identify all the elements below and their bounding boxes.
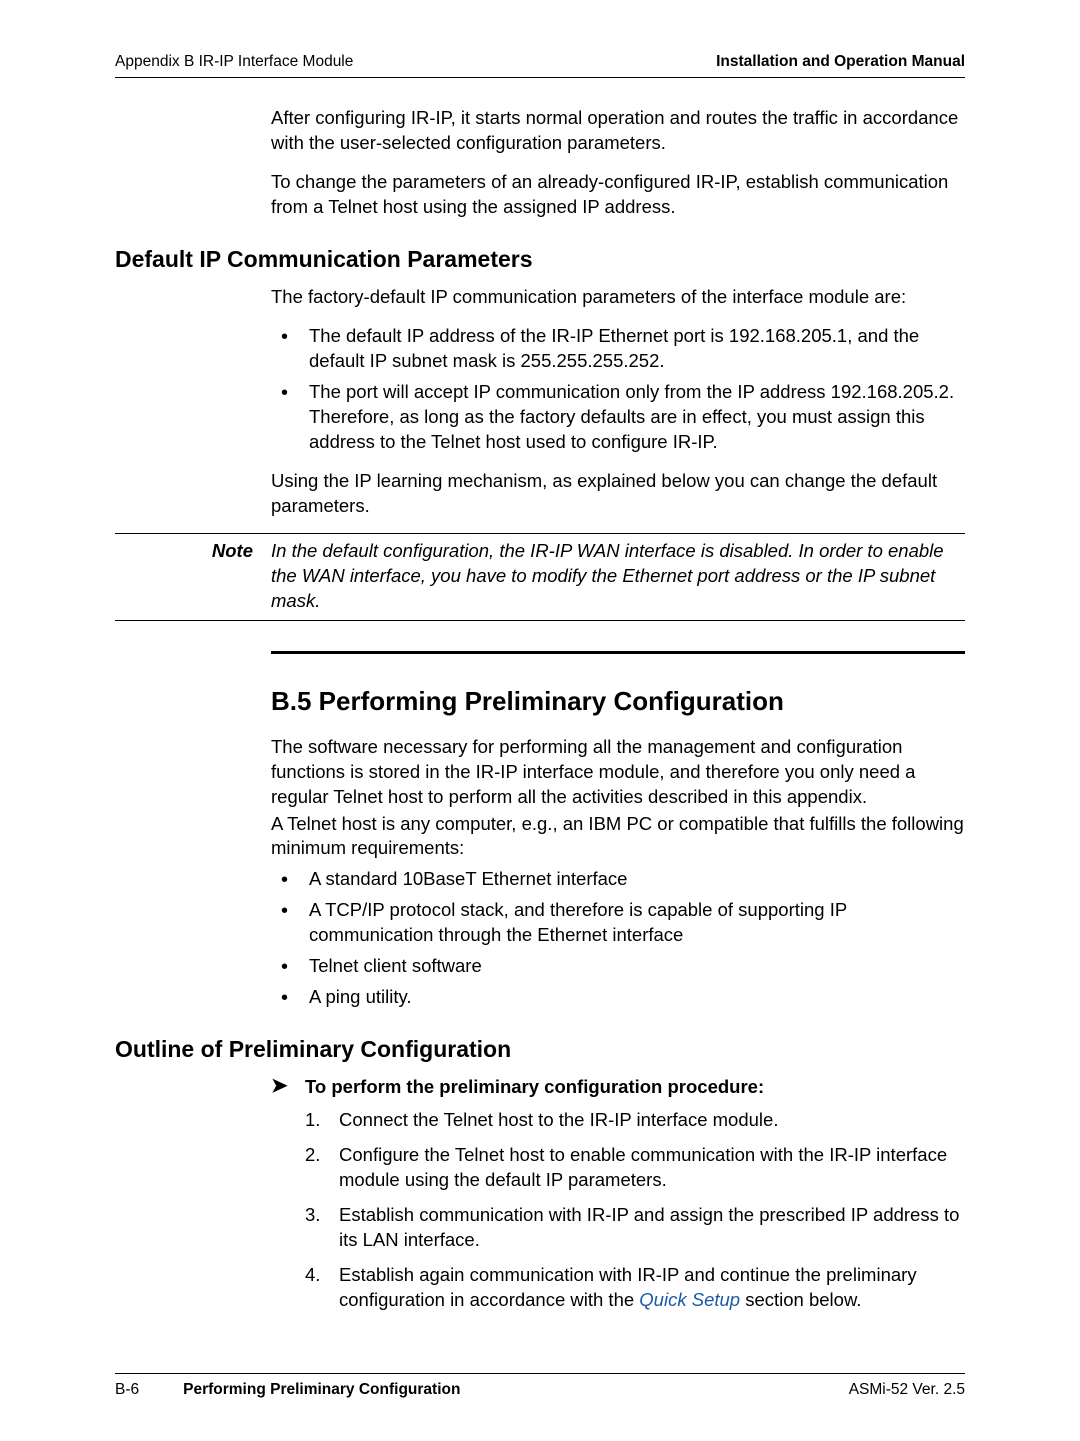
footer-page-number: B-6: [115, 1380, 139, 1401]
section-b-para-2: A Telnet host is any computer, e.g., an …: [271, 812, 965, 862]
page-header: Appendix B IR-IP Interface Module Instal…: [115, 52, 965, 78]
footer-version: ASMi-52 Ver. 2.5: [849, 1380, 965, 1401]
intro-para-1: After configuring IR-IP, it starts norma…: [271, 106, 965, 156]
intro-para-2: To change the parameters of an already-c…: [271, 170, 965, 220]
section-b-para-1: The software necessary for performing al…: [271, 735, 965, 810]
section-b5-title: B.5 Performing Preliminary Configuration: [271, 684, 965, 719]
section-b-bullet-list: A standard 10BaseT Ethernet interface A …: [271, 867, 965, 1010]
section-b-body: The software necessary for performing al…: [271, 735, 965, 1011]
arrow-icon: ➤: [271, 1075, 305, 1097]
procedure-steps: Connect the Telnet host to the IR-IP int…: [305, 1108, 965, 1313]
intro-block: After configuring IR-IP, it starts norma…: [271, 106, 965, 220]
footer-left: B-6 Performing Preliminary Configuration: [115, 1380, 460, 1401]
procedure-header: ➤ To perform the preliminary configurati…: [271, 1075, 965, 1100]
outline-heading: Outline of Preliminary Configuration: [115, 1034, 965, 1065]
step-item: Connect the Telnet host to the IR-IP int…: [305, 1108, 965, 1133]
list-item: The port will accept IP communication on…: [271, 380, 965, 455]
header-right-text: Installation and Operation Manual: [716, 52, 965, 73]
note-text: In the default configuration, the IR-IP …: [271, 539, 965, 614]
list-item: Telnet client software: [271, 954, 965, 979]
quick-setup-link[interactable]: Quick Setup: [639, 1289, 740, 1310]
section-c-body: ➤ To perform the preliminary configurati…: [271, 1075, 965, 1313]
procedure-label: To perform the preliminary configuration…: [305, 1075, 965, 1100]
default-ip-heading: Default IP Communication Parameters: [115, 244, 965, 275]
footer-section-name: Performing Preliminary Configuration: [183, 1380, 460, 1401]
section-a-body: The factory-default IP communication par…: [271, 285, 965, 519]
step4-post: section below.: [740, 1289, 861, 1310]
step-item: Establish again communication with IR-IP…: [305, 1263, 965, 1313]
step-item: Configure the Telnet host to enable comm…: [305, 1143, 965, 1193]
header-left-text: Appendix B IR-IP Interface Module: [115, 52, 353, 73]
section-a-lead: The factory-default IP communication par…: [271, 285, 965, 310]
list-item: A ping utility.: [271, 985, 965, 1010]
section-a-bullet-list: The default IP address of the IR-IP Ethe…: [271, 324, 965, 455]
section-divider: [271, 651, 965, 654]
step-item: Establish communication with IR-IP and a…: [305, 1203, 965, 1253]
list-item: The default IP address of the IR-IP Ethe…: [271, 324, 965, 374]
note-block: Note In the default configuration, the I…: [115, 533, 965, 621]
note-label: Note: [115, 539, 271, 614]
list-item: A TCP/IP protocol stack, and therefore i…: [271, 898, 965, 948]
list-item: A standard 10BaseT Ethernet interface: [271, 867, 965, 892]
section-a-tail: Using the IP learning mechanism, as expl…: [271, 469, 965, 519]
